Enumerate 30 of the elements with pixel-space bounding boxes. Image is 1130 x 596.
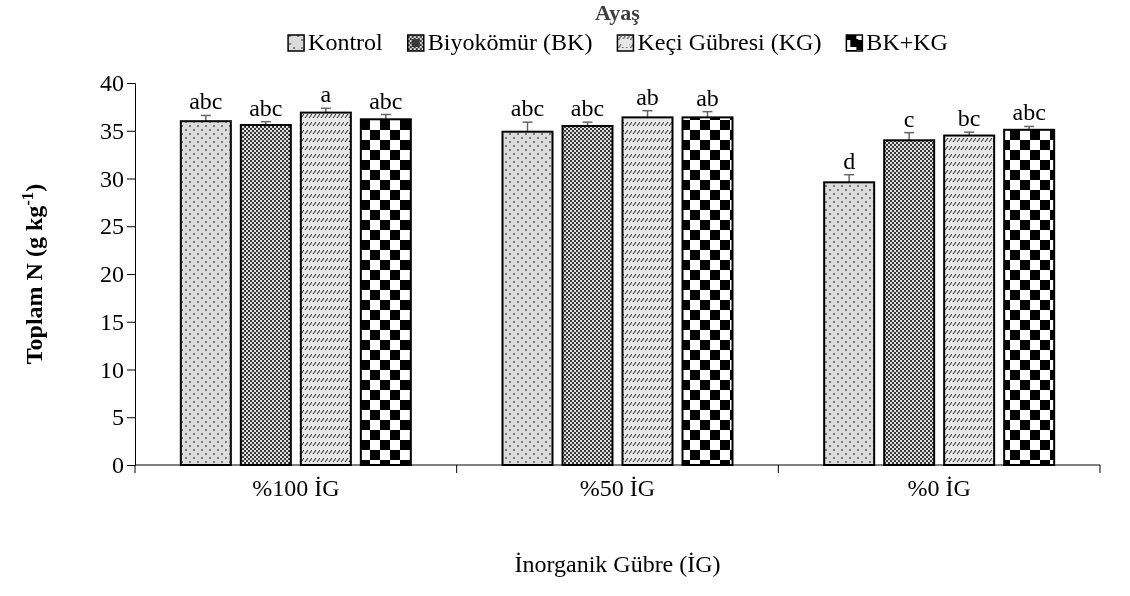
data-label: a (320, 81, 332, 108)
y-tick-label: 5 (112, 404, 124, 431)
data-label: d (843, 147, 856, 174)
data-label: c (903, 105, 915, 132)
y-tick-label: 30 (100, 165, 124, 192)
y-tick-label: 15 (100, 308, 124, 335)
x-tick-label: %50 İG (579, 475, 656, 502)
y-tick-label: 20 (100, 261, 124, 288)
legend-label: Biyokömür (BK) (427, 29, 593, 55)
data-label: bc (957, 105, 981, 132)
legend-label: Keçi Gübresi (KG) (637, 29, 822, 55)
y-tick-label: 25 (100, 213, 124, 240)
data-label: ab (636, 83, 659, 110)
y-tick-label: 35 (100, 117, 124, 144)
legend-label: BK+KG (866, 29, 948, 55)
data-label: ab (696, 84, 719, 111)
data-label: abc (510, 95, 545, 122)
y-tick-label: 10 (100, 356, 124, 383)
y-tick-label: 0 (112, 452, 124, 479)
x-tick-label: %0 İG (907, 475, 971, 502)
legend-label: Kontrol (308, 29, 384, 55)
data-label: abc (570, 95, 605, 122)
data-label: abc (189, 88, 223, 115)
chart-title: Ayaş (595, 0, 641, 25)
data-label: abc (369, 87, 403, 114)
y-tick-label: 40 (100, 70, 124, 97)
x-axis-title: İnorganik Gübre (İG) (514, 551, 721, 577)
data-label: abc (249, 94, 283, 121)
x-tick-label: %100 İG (252, 475, 340, 502)
data-label: abc (1012, 99, 1046, 126)
